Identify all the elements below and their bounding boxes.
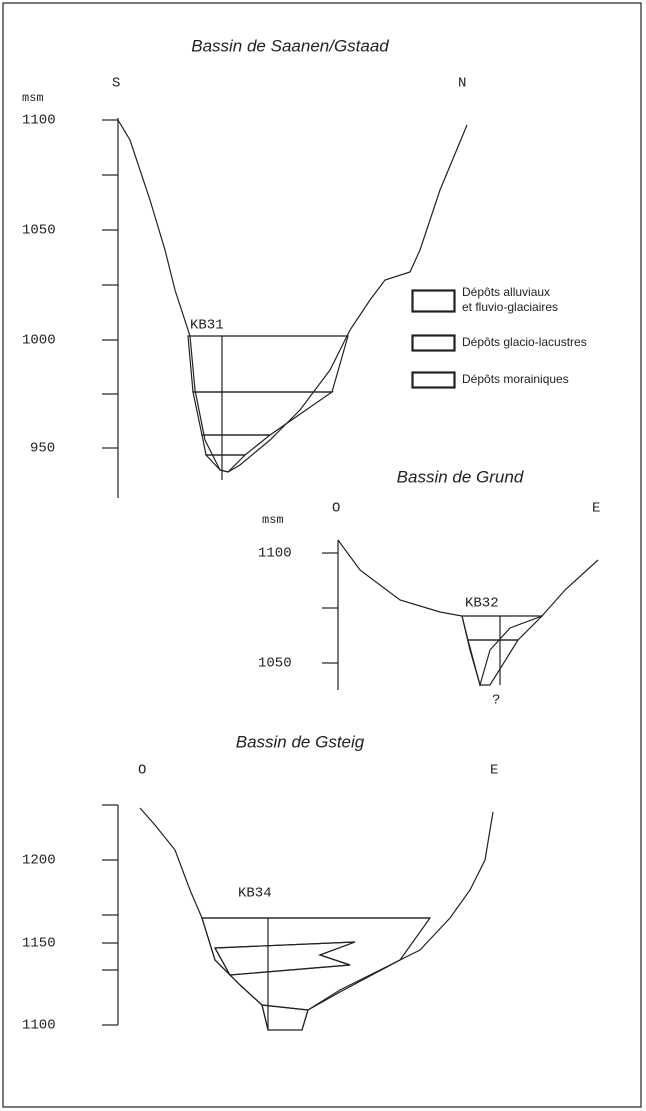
tick-label: 1000 <box>22 333 56 349</box>
tick-label: 1100 <box>258 546 292 562</box>
tick-label: 1100 <box>22 1018 56 1034</box>
legend-label: Dépôts glacio-lacustres <box>462 335 587 349</box>
legend-swatch <box>411 334 456 352</box>
alluvial-fill <box>187 335 349 393</box>
section-title: Bassin de Grund <box>397 467 524 486</box>
section-title: Bassin de Gsteig <box>236 732 365 751</box>
note: ? <box>492 693 500 709</box>
moraine-fill <box>261 1004 309 1031</box>
orientation: E <box>490 763 498 779</box>
tick-label: 1050 <box>258 656 292 672</box>
orientation: S <box>112 76 120 92</box>
legend-swatch <box>411 371 456 389</box>
borehole-label: KB34 <box>238 886 272 902</box>
profile <box>117 119 468 473</box>
ticks <box>102 119 118 449</box>
ticks <box>102 804 118 1026</box>
ticks <box>322 552 338 664</box>
orientation: O <box>138 763 146 779</box>
lacustrine-fill <box>214 941 356 976</box>
alluvial-fill <box>201 434 272 456</box>
tick-label: 1150 <box>22 936 56 952</box>
tick-label: 1200 <box>22 853 56 869</box>
unit: msm <box>22 91 44 105</box>
tick-label: 950 <box>30 441 55 457</box>
tick-label: 1100 <box>22 113 56 129</box>
legend-label: Dépôts alluviaux et fluvio-glaciaires <box>462 285 558 314</box>
unit: msm <box>262 513 284 527</box>
legend-label: Dépôts morainiques <box>462 372 569 386</box>
orientation: O <box>332 501 340 517</box>
moraine-fill <box>204 454 247 473</box>
orientation: E <box>592 501 600 517</box>
orientation: N <box>458 76 466 92</box>
alluvial-fill <box>201 917 432 1011</box>
lacustrine-fill <box>192 391 334 436</box>
borehole-label: KB31 <box>190 318 224 334</box>
borehole-label: KB32 <box>465 596 499 612</box>
legend-swatch <box>411 289 456 313</box>
profile <box>139 807 494 1031</box>
tick-label: 1050 <box>22 223 56 239</box>
profile <box>337 539 599 688</box>
moraine-fill <box>467 639 520 686</box>
section-title: Bassin de Saanen/Gstaad <box>191 36 389 55</box>
